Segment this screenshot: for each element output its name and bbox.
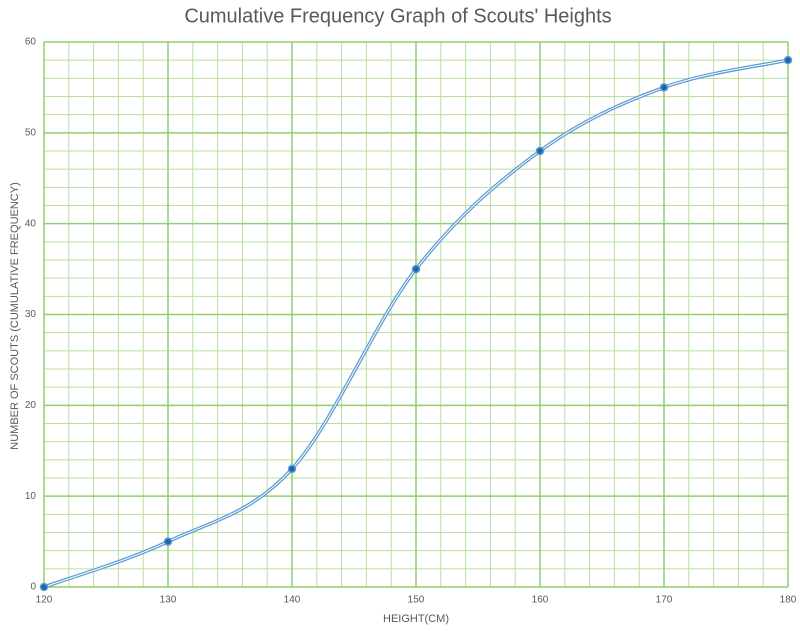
x-tick-label: 140 [284,595,301,606]
x-axis-label: HEIGHT(CM) [383,613,449,625]
x-tick-label: 170 [656,595,673,606]
major-grid: 120 130 140 150 160 170 180 0 10 20 30 40 50 60 [25,37,797,606]
x-tick-label: 150 [408,595,425,606]
y-tick-label: 50 [25,127,37,138]
chart-title: Cumulative Frequency Graph of Scouts' He… [184,5,611,27]
x-tick-label: 160 [532,595,549,606]
point [163,537,173,546]
y-tick-label: 0 [30,582,36,593]
point [411,264,421,274]
y-tick-label: 40 [25,218,37,229]
y-axis-label: NUMBER OF SCOUTS (CUMULATIVE FREQUENCY) [9,182,21,449]
x-tick-label: 130 [160,595,177,606]
point [535,146,545,156]
x-tick-label: 180 [780,595,797,606]
plot [39,55,793,592]
point [287,464,297,474]
y-tick-label: 60 [25,37,37,48]
x-tick-label: 120 [36,595,53,606]
y-tick-label: 20 [25,400,37,411]
y-tick-label: 30 [25,309,37,320]
point [783,55,793,65]
point [39,582,49,592]
point [659,83,669,92]
y-tick-label: 10 [25,491,37,502]
